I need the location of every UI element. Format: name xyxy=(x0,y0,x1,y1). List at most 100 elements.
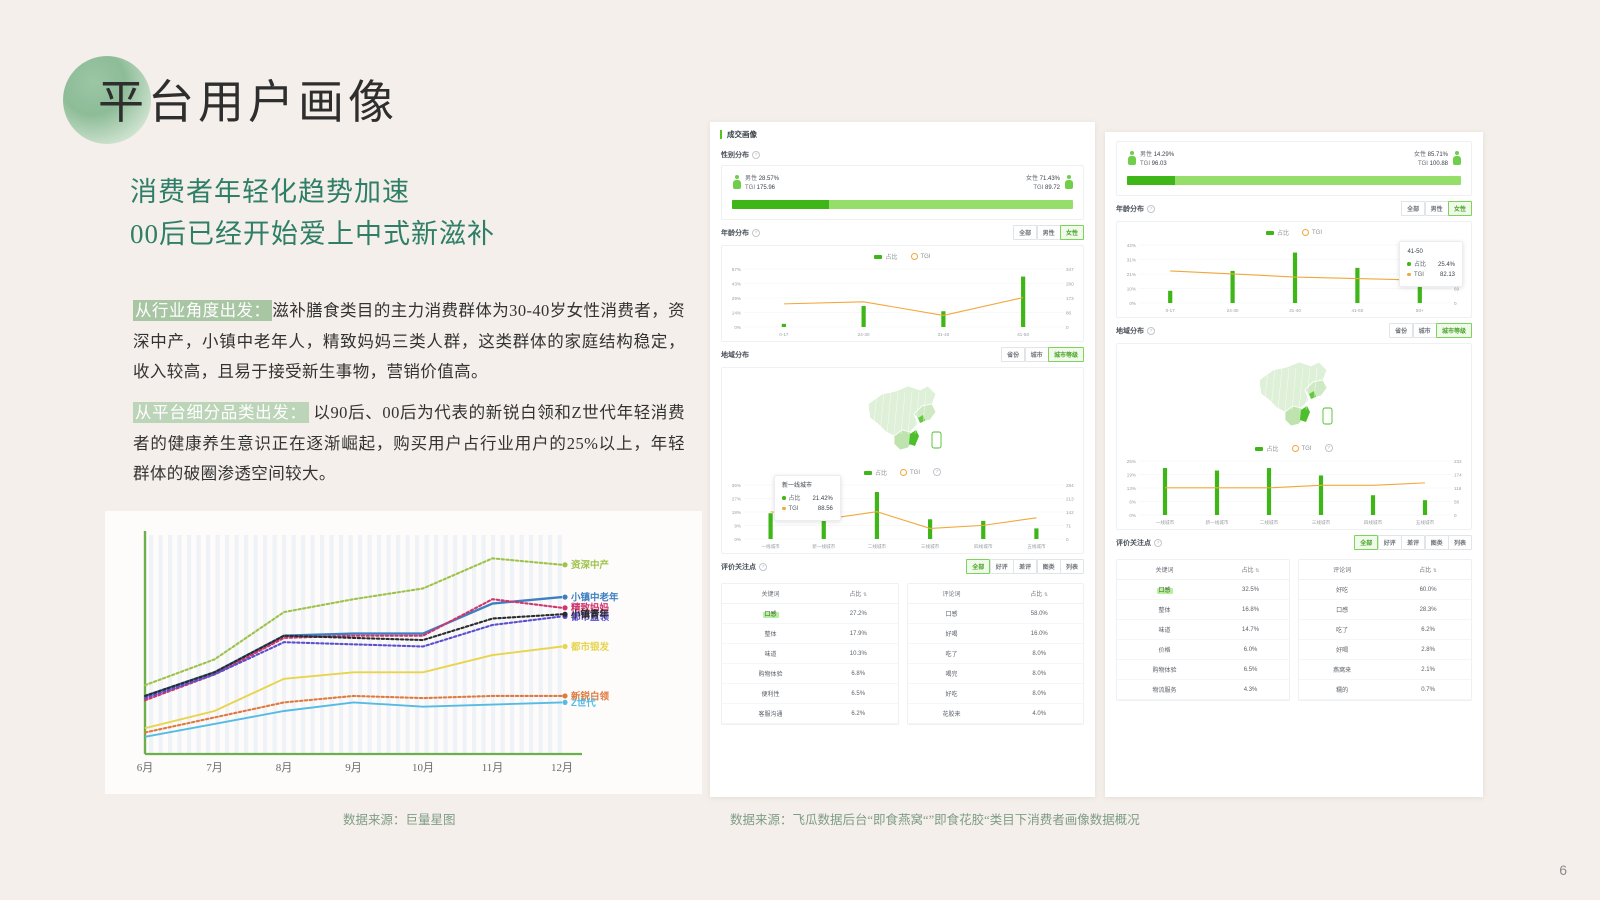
info-icon[interactable]: ? xyxy=(1147,326,1155,335)
filter-button[interactable]: 全部 xyxy=(966,559,991,574)
filter-button[interactable]: 全部 xyxy=(1013,225,1038,240)
region-filter-buttons-left[interactable]: 省份 城市 城市等级 xyxy=(1001,347,1084,362)
filter-button[interactable]: 女性 xyxy=(1447,201,1472,216)
svg-text:一线城市: 一线城市 xyxy=(761,543,780,550)
table-row[interactable]: 燕窝来 2.1% xyxy=(1299,659,1471,680)
info-icon[interactable]: ? xyxy=(752,151,760,159)
info-icon[interactable]: ? xyxy=(933,468,941,476)
table-row[interactable]: 口感 32.5% xyxy=(1117,579,1289,600)
filter-button[interactable]: 好评 xyxy=(1377,535,1402,550)
cell-share: 2.1% xyxy=(1385,659,1471,680)
svg-text:284: 284 xyxy=(1066,483,1074,488)
paragraph-platform-text: 以90后、00后为代表的新锐白领和Z世代年轻消费者的健康养生意识正在逐渐崛起，购… xyxy=(133,403,685,484)
tooltip-title: 41-50 xyxy=(1407,249,1423,255)
column-header-share[interactable]: 占比 ⇅ xyxy=(819,584,898,604)
region-filter-buttons-right[interactable]: 省份 城市 城市等级 xyxy=(1389,323,1472,338)
filter-button[interactable]: 城市等级 xyxy=(1047,347,1084,362)
age-chart-right: 42%27731%20821%13910%690%00-1724-3031-40… xyxy=(1117,239,1471,317)
table-row[interactable]: 便利性 6.5% xyxy=(722,683,898,704)
column-header-keyword[interactable]: 关键词 xyxy=(1117,560,1213,580)
info-icon[interactable]: ? xyxy=(752,228,760,237)
table-row[interactable]: 好吃 60.0% xyxy=(1299,579,1471,600)
filter-button[interactable]: 男性 xyxy=(1036,225,1061,240)
column-header-share[interactable]: 占比 ⇅ xyxy=(1385,560,1471,580)
china-map-right xyxy=(1117,344,1471,438)
filter-button[interactable]: 列表 xyxy=(1059,559,1084,574)
table-row[interactable]: 价格 6.0% xyxy=(1117,639,1289,660)
table-row[interactable]: 物流服务 4.3% xyxy=(1117,679,1289,700)
info-icon[interactable]: ? xyxy=(1154,538,1162,547)
filter-button[interactable]: 女性 xyxy=(1059,225,1084,240)
table-row[interactable]: 花胶来 4.0% xyxy=(907,703,1083,724)
keywords-filter-buttons-right[interactable]: 全部 好评 差评 图类 列表 xyxy=(1354,535,1472,550)
cell-keyword: 口感 xyxy=(907,603,996,624)
table-row[interactable]: 购物体验 6.5% xyxy=(1117,659,1289,680)
keyword-table-left-b: 评论词 占比 ⇅ 口感 58.0% 好喝 16.0% 吃了 8.0% 喝完 8.… xyxy=(906,583,1084,725)
female-tgi-value: 100.88 xyxy=(1429,161,1448,167)
column-header-keyword[interactable]: 评论词 xyxy=(1299,560,1386,580)
filter-button[interactable]: 省份 xyxy=(1001,347,1026,362)
svg-text:0: 0 xyxy=(1066,325,1069,330)
filter-button[interactable]: 差评 xyxy=(1013,559,1038,574)
cell-keyword: 口感 xyxy=(1299,599,1386,620)
filter-button[interactable]: 图类 xyxy=(1424,535,1449,550)
page-number: 6 xyxy=(1559,862,1567,878)
column-header-keyword[interactable]: 关键词 xyxy=(722,584,820,604)
table-row[interactable]: 好吃 8.0% xyxy=(907,683,1083,704)
cell-keyword: 购物体验 xyxy=(1117,659,1213,680)
table-row[interactable]: 购物体验 6.8% xyxy=(722,663,898,684)
filter-button[interactable]: 列表 xyxy=(1447,535,1472,550)
filter-button[interactable]: 好评 xyxy=(989,559,1014,574)
table-row[interactable]: 口感 28.3% xyxy=(1299,599,1471,620)
table-row[interactable]: 客服沟通 6.2% xyxy=(722,703,898,724)
filter-button[interactable]: 城市 xyxy=(1412,323,1437,338)
table-row[interactable]: 整体 17.9% xyxy=(722,623,898,644)
svg-text:116: 116 xyxy=(1454,486,1462,491)
filter-button[interactable]: 差评 xyxy=(1401,535,1426,550)
svg-text:0: 0 xyxy=(1454,513,1457,518)
svg-text:0-17: 0-17 xyxy=(1166,308,1176,313)
legend-share-swatch xyxy=(1255,446,1264,451)
section-keywords-left-label: 评价关注点 xyxy=(721,563,756,571)
table-row[interactable]: 吃了 8.0% xyxy=(907,643,1083,664)
age-filter-buttons-left[interactable]: 全部 男性 女性 xyxy=(1013,225,1084,240)
filter-button[interactable]: 城市 xyxy=(1024,347,1049,362)
table-row[interactable]: 糯的 0.7% xyxy=(1299,679,1471,700)
age-filter-buttons-right[interactable]: 全部 男性 女性 xyxy=(1401,201,1472,216)
column-header-share[interactable]: 占比 ⇅ xyxy=(995,584,1083,604)
male-label: 男性 xyxy=(745,176,758,182)
table-row[interactable]: 好喝 16.0% xyxy=(907,623,1083,644)
svg-text:347: 347 xyxy=(1066,267,1074,272)
filter-button[interactable]: 城市等级 xyxy=(1435,323,1472,338)
filter-button[interactable]: 全部 xyxy=(1354,535,1379,550)
svg-text:14%: 14% xyxy=(732,311,741,316)
table-row[interactable]: 口感 58.0% xyxy=(907,603,1083,624)
svg-text:三线城市: 三线城市 xyxy=(1312,519,1331,526)
keyword-tables-left: 关键词 占比 ⇅ 口感 27.2% 整体 17.9% 味道 10.3% 购物体验… xyxy=(721,579,1084,725)
table-row[interactable]: 好喝 2.8% xyxy=(1299,639,1471,660)
column-header-share[interactable]: 占比 ⇅ xyxy=(1212,560,1289,580)
table-row[interactable]: 口感 27.2% xyxy=(722,603,898,624)
info-icon[interactable]: ? xyxy=(759,562,767,571)
lead-line-1: 消费者年轻化趋势加速 xyxy=(130,177,410,207)
female-label: 女性 xyxy=(1025,176,1038,182)
table-row[interactable]: 喝完 8.0% xyxy=(907,663,1083,684)
svg-text:19%: 19% xyxy=(1127,473,1136,478)
table-row[interactable]: 味道 10.3% xyxy=(722,643,898,664)
filter-button[interactable]: 男性 xyxy=(1424,201,1449,216)
filter-button[interactable]: 全部 xyxy=(1401,201,1426,216)
table-row[interactable]: 整体 16.8% xyxy=(1117,599,1289,620)
filter-button[interactable]: 图类 xyxy=(1036,559,1061,574)
column-header-keyword[interactable]: 评论词 xyxy=(907,584,996,604)
keywords-filter-buttons-left[interactable]: 全部 好评 差评 图类 列表 xyxy=(966,559,1084,574)
info-icon[interactable]: ? xyxy=(1324,444,1333,452)
filter-button[interactable]: 省份 xyxy=(1389,323,1414,338)
tooltip-row-label: TGI xyxy=(1413,272,1424,278)
info-icon[interactable]: ? xyxy=(1147,204,1155,213)
table-row[interactable]: 味道 14.7% xyxy=(1117,619,1289,640)
female-value: 71.43% xyxy=(1039,176,1060,182)
legend-tgi-label: TGI xyxy=(1301,445,1312,452)
svg-text:三线城市: 三线城市 xyxy=(921,543,940,550)
table-row[interactable]: 吃了 6.2% xyxy=(1299,619,1471,640)
